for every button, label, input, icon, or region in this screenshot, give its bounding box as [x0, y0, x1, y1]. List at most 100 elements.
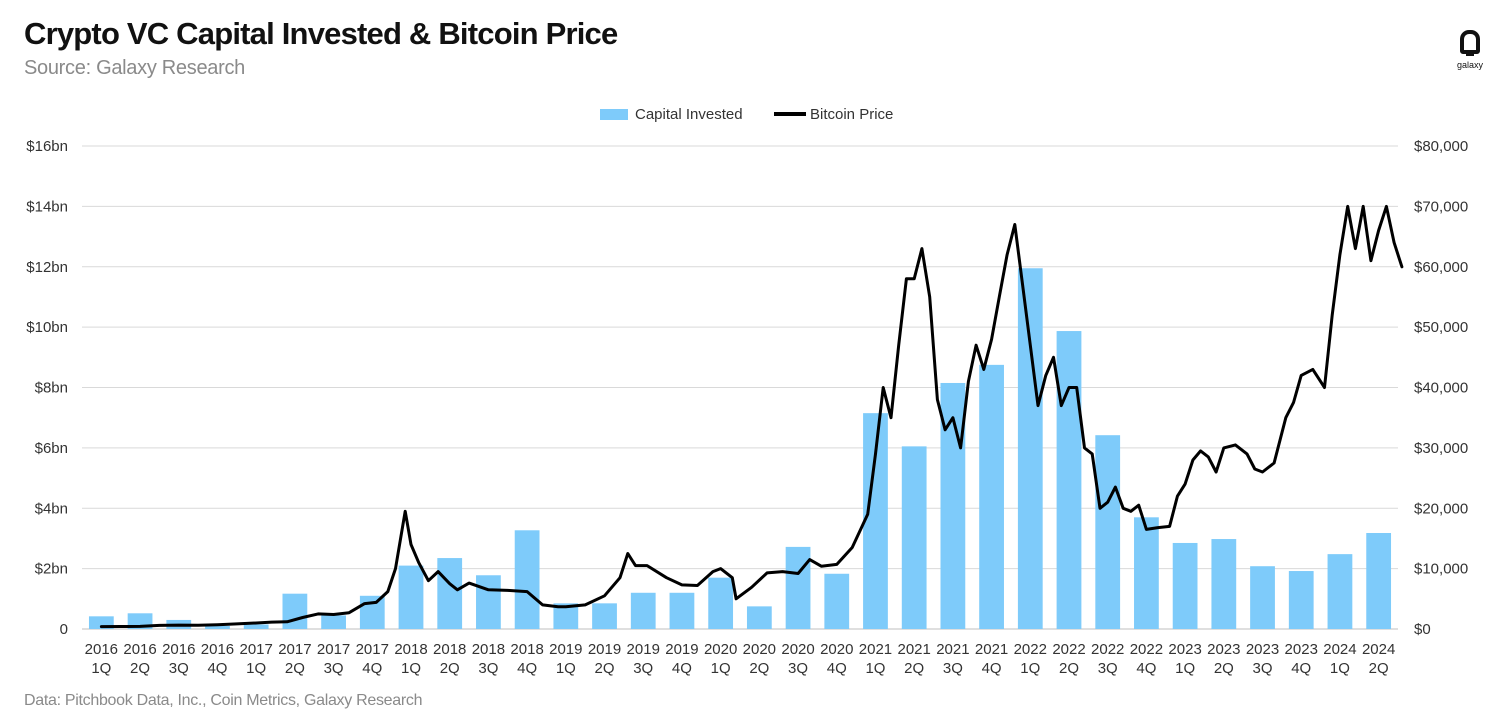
x-tick-label-year: 2023 — [1285, 641, 1318, 658]
x-tick-label-quarter: 1Q — [246, 660, 266, 677]
legend-label-bitcoin-price: Bitcoin Price — [810, 106, 893, 123]
bar — [669, 592, 695, 629]
x-tick-label-year: 2022 — [1130, 641, 1163, 658]
x-tick-label-quarter: 3Q — [1253, 660, 1273, 677]
x-tick-label-year: 2019 — [627, 641, 660, 658]
bar — [1211, 539, 1237, 629]
x-tick-label-year: 2017 — [239, 641, 272, 658]
x-tick-label-quarter: 1Q — [91, 660, 111, 677]
x-tick-label-quarter: 4Q — [1291, 660, 1311, 677]
bar — [785, 546, 811, 629]
x-tick-label-quarter: 3Q — [943, 660, 963, 677]
galaxy-logo-icon — [1460, 30, 1480, 56]
bar — [901, 446, 927, 629]
gridlines — [82, 145, 1398, 630]
x-tick-label-quarter: 2Q — [904, 660, 924, 677]
bar — [746, 606, 772, 629]
x-tick-label-year: 2023 — [1168, 641, 1201, 658]
y-right-tick-label: $0 — [1414, 621, 1431, 638]
bar — [1017, 268, 1043, 629]
bar — [282, 593, 308, 629]
bar — [824, 573, 850, 629]
bar — [630, 592, 656, 629]
bar — [1250, 566, 1275, 629]
x-tick-label-year: 2022 — [1091, 641, 1124, 658]
x-tick-label-quarter: 1Q — [401, 660, 421, 677]
x-tick-label-year: 2020 — [820, 641, 853, 658]
x-tick-label-year: 2019 — [588, 641, 621, 658]
x-tick-label-quarter: 3Q — [169, 660, 189, 677]
bar — [359, 595, 385, 629]
x-tick-label-quarter: 2Q — [130, 660, 150, 677]
bitcoin-price-line — [99, 204, 1404, 629]
bar — [476, 575, 501, 629]
x-tick-label-year: 2016 — [85, 641, 118, 658]
y-right-tick-label: $20,000 — [1414, 500, 1468, 517]
x-tick-label-year: 2021 — [936, 641, 969, 658]
bar — [708, 577, 734, 629]
x-tick-label-quarter: 2Q — [1369, 660, 1389, 677]
x-tick-label-year: 2023 — [1246, 641, 1279, 658]
x-tick-label-year: 2021 — [859, 641, 892, 658]
x-tick-label-year: 2018 — [472, 641, 505, 658]
galaxy-logo: galaxy — [1452, 30, 1488, 70]
x-tick-label-quarter: 3Q — [633, 660, 653, 677]
bar — [1134, 517, 1159, 629]
x-tick-label-year: 2022 — [1014, 641, 1047, 658]
x-tick-label-year: 2018 — [394, 641, 427, 658]
x-tick-label-year: 2016 — [123, 641, 156, 658]
y-left-tick-label: $6bn — [35, 440, 68, 457]
x-tick-label-year: 2017 — [356, 641, 389, 658]
x-tick-label-quarter: 1Q — [1020, 660, 1040, 677]
x-tick-label-year: 2020 — [704, 641, 737, 658]
bar — [1288, 571, 1314, 629]
y-right-tick-label: $10,000 — [1414, 561, 1468, 578]
y-right-tick-label: $70,000 — [1414, 198, 1468, 215]
y-left-tick-label: $14bn — [26, 198, 68, 215]
y-left-tick-label: $8bn — [35, 380, 68, 397]
y-left-tick-label: $2bn — [35, 561, 68, 578]
y-axis-left: 0 $2bn $4bn $6bn $8bn $10bn $12bn $14bn $16bn — [26, 138, 68, 638]
bar — [1172, 542, 1198, 629]
y-right-tick-label: $60,000 — [1414, 259, 1468, 276]
x-tick-label-quarter: 2Q — [285, 660, 305, 677]
x-tick-label-year: 2016 — [201, 641, 234, 658]
x-tick-label-year: 2021 — [897, 641, 930, 658]
bar — [1366, 533, 1392, 629]
y-left-tick-label: $4bn — [35, 500, 68, 517]
x-tick-label-year: 2018 — [433, 641, 466, 658]
y-left-tick-label: 0 — [60, 621, 68, 638]
x-tick-label-year: 2024 — [1362, 641, 1395, 658]
x-tick-label-year: 2021 — [975, 641, 1008, 658]
x-tick-label-quarter: 4Q — [1136, 660, 1156, 677]
x-tick-label-year: 2020 — [781, 641, 814, 658]
x-tick-label-quarter: 1Q — [711, 660, 731, 677]
y-left-tick-label: $12bn — [26, 259, 68, 276]
bar — [321, 615, 346, 629]
x-tick-label-quarter: 3Q — [1098, 660, 1118, 677]
data-source-note: Data: Pitchbook Data, Inc., Coin Metrics… — [24, 692, 423, 709]
x-tick-label-quarter: 2Q — [749, 660, 769, 677]
x-axis: 2016 1Q 2016 2Q 2016 3Q 2016 4Q 2017 1Q 2017 2Q 2017… — [85, 641, 1396, 677]
x-tick-label-quarter: 4Q — [672, 660, 692, 677]
x-tick-label-quarter: 2Q — [595, 660, 615, 677]
bar — [1095, 435, 1121, 629]
x-tick-label-year: 2016 — [162, 641, 195, 658]
bar — [243, 624, 269, 629]
line-series — [99, 204, 1404, 629]
bar — [205, 625, 230, 629]
x-tick-label-year: 2023 — [1207, 641, 1240, 658]
bar — [1056, 331, 1082, 629]
x-tick-label-year: 2018 — [510, 641, 543, 658]
y-axis-right: $0 $10,000 $20,000 $30,000 $40,000 $50,000 $60… — [1414, 138, 1468, 638]
bar — [437, 558, 463, 629]
x-tick-label-year: 2020 — [743, 641, 776, 658]
x-tick-label-year: 2019 — [549, 641, 582, 658]
x-tick-label-quarter: 4Q — [362, 660, 382, 677]
x-tick-label-year: 2024 — [1323, 641, 1356, 658]
y-right-tick-label: $30,000 — [1414, 440, 1468, 457]
x-tick-label-year: 2019 — [665, 641, 698, 658]
x-tick-label-year: 2022 — [1052, 641, 1085, 658]
chart-subtitle: Source: Galaxy Research — [24, 57, 245, 79]
x-tick-label-quarter: 1Q — [1330, 660, 1350, 677]
